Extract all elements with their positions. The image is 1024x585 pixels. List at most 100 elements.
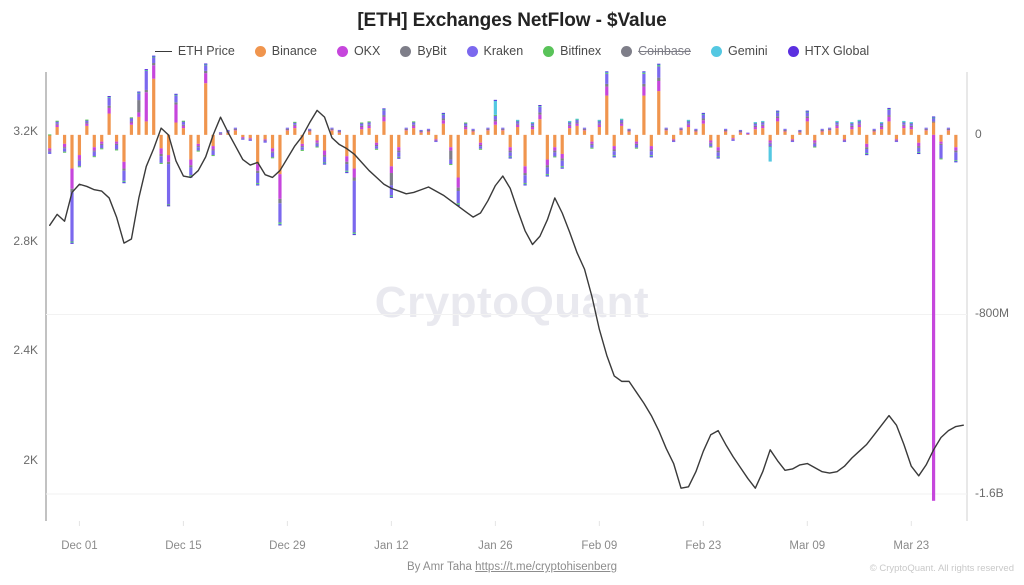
bar-segment-bybit [753, 125, 757, 127]
legend-item-okx[interactable]: OKX [336, 44, 380, 58]
bar-segment-bitfinex [649, 155, 653, 157]
bar-segment-kraken [493, 115, 497, 120]
bar-segment-bybit [159, 153, 163, 157]
bar-segment-okx [412, 125, 416, 129]
bar-segment-bybit [686, 123, 691, 125]
bar-segment-kraken [672, 140, 676, 143]
bar-segment-binance [322, 134, 327, 151]
bar-segment-gemini [657, 64, 661, 66]
bar-segment-bybit [152, 63, 156, 66]
bar-segment-gemini [835, 120, 839, 122]
bar-segment-bybit [174, 102, 178, 105]
legend-item-binance[interactable]: Binance [254, 44, 317, 58]
legend-item-coinbase[interactable]: Coinbase [621, 44, 691, 58]
bar-segment-bitfinex [62, 151, 67, 153]
bar-segment-okx [233, 129, 237, 131]
bar-segment-okx [248, 138, 252, 140]
bar-segment-binance [790, 134, 795, 140]
x-axis-tick: Jan 12 [374, 540, 409, 552]
bar-segment-bybit [538, 112, 542, 115]
bar-segment-okx [857, 124, 861, 128]
bar-segment-okx [330, 129, 334, 131]
credit-link[interactable]: https://t.me/cryptohisenberg [475, 561, 618, 573]
bar-segment-binance [672, 134, 676, 140]
bar-segment-bybit [649, 149, 653, 152]
bar-segment-bybit [456, 187, 460, 191]
bar-segment-bybit [709, 142, 713, 144]
bar-segment-okx [946, 129, 951, 131]
bar-segment-htx-global [523, 184, 527, 186]
bar-segment-kraken [894, 140, 899, 143]
bar-segment-binance [166, 134, 171, 156]
bar-segment-bybit [872, 129, 876, 131]
bar-segment-kraken [412, 122, 416, 125]
bar-segment-okx [278, 174, 282, 199]
bar-segment-binance [523, 134, 527, 167]
bar-segment-okx [612, 146, 616, 150]
bar-segment-bybit [107, 105, 111, 108]
bar-segment-okx [293, 125, 297, 129]
credit-author: By Amr Taha [406, 561, 476, 573]
bar-segment-binance [352, 134, 356, 169]
bar-segment-okx [397, 147, 401, 151]
bar-segment-okx [77, 155, 82, 160]
chart-legend[interactable]: ETH Price Binance OKX ByBit Kraken Bitfinex Co… [0, 44, 1024, 58]
bar-segment-okx [516, 124, 520, 128]
bar-segment-kraken [835, 122, 839, 125]
bar-segment-binance [493, 124, 497, 135]
bar-segment-binance [761, 128, 765, 135]
bar-segment-kraken [486, 127, 490, 129]
bar-segment-okx [144, 92, 148, 122]
bar-segment-htx-global [397, 157, 401, 159]
legend-item-htx-global[interactable]: HTX Global [787, 44, 869, 58]
bar-segment-binance [865, 134, 869, 144]
bar-segment-binance [627, 131, 631, 135]
bar-segment-htx-global [166, 205, 171, 207]
bar-segment-gemini [278, 223, 282, 225]
legend-item-gemini[interactable]: Gemini [710, 44, 768, 58]
legend-item-bitfinex[interactable]: Bitfinex [543, 44, 601, 58]
bar-segment-kraken [70, 192, 74, 242]
bar-segment-okx [634, 141, 639, 144]
bar-segment-bitfinex [129, 117, 134, 119]
bar-segment-okx [679, 129, 683, 131]
bar-segment-binance [345, 134, 349, 157]
bar-segment-gemini [493, 100, 497, 115]
bar-segment-bitfinex [322, 162, 327, 164]
bar-segment-kraken [813, 143, 817, 147]
bar-segment-gemini [605, 72, 609, 73]
bar-segment-okx [493, 121, 497, 125]
dot-swatch-icon [787, 45, 799, 57]
bar-segment-bybit [352, 177, 356, 181]
bar-segment-kraken [939, 144, 943, 159]
bar-segment-bitfinex [270, 157, 275, 159]
bar-segment-kraken [137, 93, 141, 101]
bar-segment-kraken [590, 144, 594, 148]
bar-segment-binance [181, 128, 186, 135]
bar-segment-bitfinex [478, 148, 483, 150]
bar-segment-kraken [360, 123, 364, 126]
bar-segment-bybit [166, 161, 171, 165]
bar-segment-kraken [902, 122, 906, 125]
bar-segment-okx [62, 143, 67, 148]
bar-segment-binance [426, 131, 431, 135]
bar-segment-bybit [404, 128, 408, 130]
bar-segment-kraken [657, 66, 661, 78]
bar-segment-okx [441, 120, 445, 124]
legend-item-eth-price[interactable]: ETH Price [154, 44, 235, 58]
bar-segment-bybit [516, 123, 520, 125]
bar-segment-okx [627, 130, 631, 132]
bar-segment-kraken [382, 110, 386, 116]
bar-segment-kraken [649, 151, 653, 156]
dot-swatch-icon [543, 45, 555, 57]
bar-segment-kraken [204, 65, 208, 71]
bar-segment-bybit [805, 116, 809, 119]
legend-item-kraken[interactable]: Kraken [466, 44, 523, 58]
legend-item-bybit[interactable]: ByBit [400, 44, 447, 58]
bar-segment-okx [486, 129, 490, 131]
bar-segment-bitfinex [48, 134, 52, 136]
bar-segment-okx [345, 156, 349, 162]
credit-line: By Amr Taha https://t.me/cryptohisenberg [0, 561, 1024, 573]
bar-segment-bitfinex [360, 122, 364, 124]
bar-segment-okx [761, 125, 765, 129]
